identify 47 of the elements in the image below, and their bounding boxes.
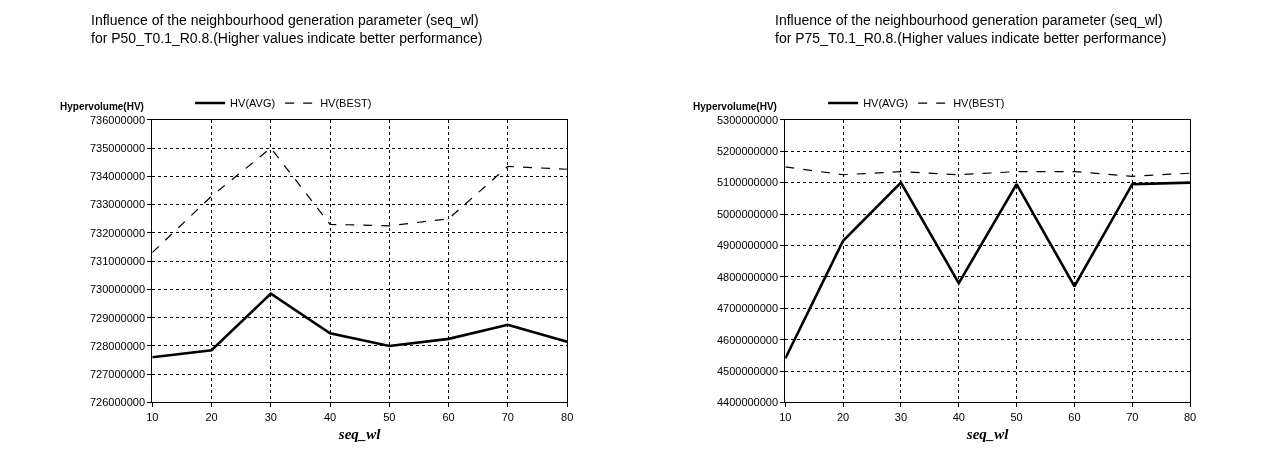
y-tick-label: 735000000: [90, 141, 146, 154]
y-tick-label: 4600000000: [716, 333, 779, 346]
y-tick-label: 734000000: [90, 170, 146, 183]
x-tick-label: 80: [1183, 410, 1197, 423]
y-tick-label: 5100000000: [716, 176, 779, 189]
x-tick-label: 30: [264, 410, 277, 423]
legend-label: HV(AVG): [863, 97, 909, 110]
x-tick-label: 40: [952, 410, 965, 423]
y-tick-label: 4700000000: [716, 302, 779, 315]
x-tick-label: 60: [442, 410, 455, 423]
x-tick-label: 60: [1068, 410, 1081, 423]
chart-title: Influence of the neighbourhood generation parameter (seq_wl) for P75_T0.1_R0.8.(Higher values indicate better performance): [775, 12, 1167, 47]
x-tick-label: 70: [1126, 410, 1139, 423]
y-tick-label: 732000000: [90, 226, 146, 239]
x-tick-label: 80: [561, 410, 574, 423]
x-tick-label: 50: [1010, 410, 1023, 423]
x-tick-label: 70: [501, 410, 514, 423]
y-tick-label: 4800000000: [716, 270, 779, 283]
y-tick-label: 5200000000: [716, 145, 779, 158]
legend-label: HV(BEST): [953, 97, 1005, 110]
y-axis-title: Hypervolume(HV): [693, 101, 777, 112]
x-tick-label: 50: [383, 410, 396, 423]
y-tick-label: 4900000000: [716, 239, 779, 252]
y-tick-label: 5300000000: [716, 113, 779, 126]
y-tick-label: 5000000000: [716, 207, 779, 220]
x-axis-title: seq_wl: [337, 425, 382, 442]
y-tick-label: 729000000: [90, 311, 146, 324]
x-tick-label: 10: [779, 410, 792, 423]
y-tick-label: 727000000: [90, 368, 146, 381]
y-tick-label: 728000000: [90, 339, 146, 352]
x-tick-label: 20: [205, 410, 218, 423]
y-axis-title: Hypervolume(HV): [60, 101, 144, 112]
y-tick-label: 726000000: [90, 396, 146, 409]
x-tick-label: 40: [323, 410, 337, 423]
legend-label: HV(BEST): [320, 97, 372, 110]
y-tick-label: 4400000000: [716, 396, 779, 409]
y-tick-label: 730000000: [90, 283, 146, 296]
y-tick-label: 731000000: [90, 254, 146, 267]
x-tick-label: 20: [837, 410, 850, 423]
y-tick-label: 733000000: [90, 198, 146, 211]
legend-label: HV(AVG): [230, 97, 276, 110]
x-tick-label: 30: [894, 410, 908, 423]
y-tick-label: 736000000: [90, 113, 146, 126]
y-tick-label: 4500000000: [716, 364, 779, 377]
x-tick-label: 10: [146, 410, 159, 423]
x-axis-title: seq_wl: [965, 425, 1010, 442]
chart-title: Influence of the neighbourhood generation parameter (seq_wl) for P50_T0.1_R0.8.(Higher values indicate better performance): [91, 12, 483, 47]
